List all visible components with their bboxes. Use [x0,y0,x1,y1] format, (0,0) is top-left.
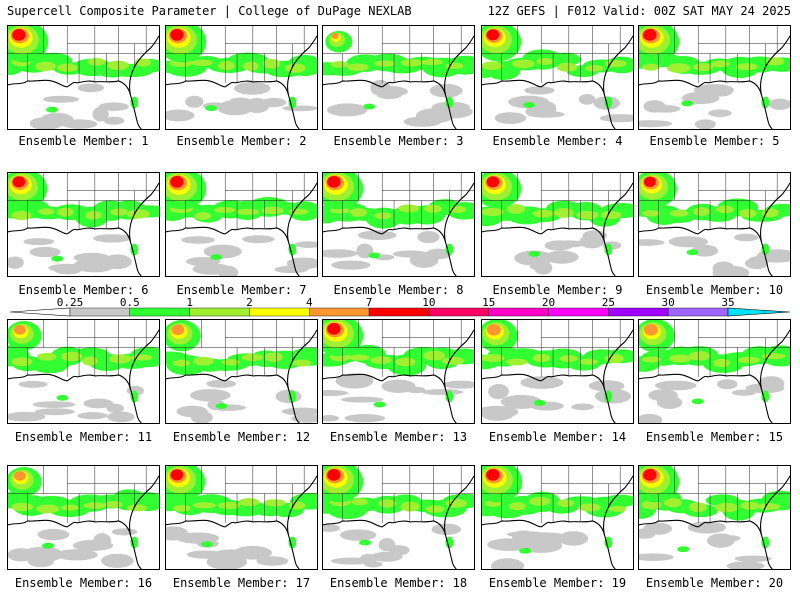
colorbar-tick-label: 1 [186,296,193,309]
colorbar-tick-label: 0.5 [120,296,140,309]
scp-field [323,320,474,423]
ensemble-member-map [7,25,160,130]
ensemble-member-label: Ensemble Member: 20 [645,576,784,590]
ensemble-member-label: Ensemble Member: 17 [172,576,311,590]
colorbar-tick-label: 2 [246,296,253,309]
ensemble-member-map [322,465,475,570]
ensemble-member-label: Ensemble Member: 2 [176,134,307,148]
ensemble-member-label: Ensemble Member: 5 [649,134,780,148]
scp-field [639,320,790,423]
colorbar-tick-label: 30 [662,296,675,309]
scp-field [323,173,474,276]
colorbar-swatch [309,307,370,317]
ensemble-member-map [7,172,160,277]
scp-field [482,26,633,129]
ensemble-member-map [165,465,318,570]
scp-field [8,173,159,276]
ensemble-member-label: Ensemble Member: 19 [488,576,627,590]
colorbar-legend: 0.25 0.5 1 2 4 7 10 15 20 25 30 35 [9,296,791,320]
scp-field [323,466,474,569]
ensemble-member-label: Ensemble Member: 9 [492,283,623,297]
model-valid-time: 12Z GEFS | F012 Valid: 00Z SAT MAY 24 20… [487,4,791,18]
scp-field [323,26,474,129]
colorbar-tick-label: 15 [482,296,495,309]
colorbar-swatch [189,307,250,317]
ensemble-member-map [638,465,791,570]
colorbar-tick-label: 7 [366,296,373,309]
scp-field [166,466,317,569]
ensemble-member-map [638,172,791,277]
ensemble-member-map [481,319,634,424]
scp-field [166,173,317,276]
colorbar-swatch [249,307,310,317]
colorbar-swatch [488,307,549,317]
scp-field [8,26,159,129]
ensemble-member-map [638,25,791,130]
ensemble-member-label: Ensemble Member: 14 [488,430,627,444]
ensemble-member-map [7,465,160,570]
ensemble-member-label: Ensemble Member: 16 [14,576,153,590]
colorbar-tick-label: 25 [602,296,615,309]
map-title: Supercell Composite Parameter | College … [7,4,412,18]
colorbar-swatch [608,307,669,317]
scp-field [166,26,317,129]
ensemble-member-map [481,465,634,570]
ensemble-member-label: Ensemble Member: 15 [645,430,784,444]
ensemble-member-map [165,319,318,424]
colorbar-swatch [667,307,729,317]
colorbar-tick-label: 0.25 [57,296,84,309]
colorbar-tick-label: 10 [422,296,435,309]
scp-field [8,466,159,569]
ensemble-member-label: Ensemble Member: 10 [645,283,784,297]
colorbar-swatch [368,307,430,317]
ensemble-member-label: Ensemble Member: 13 [329,430,468,444]
ensemble-member-label: Ensemble Member: 18 [329,576,468,590]
colorbar-swatch [69,307,131,317]
scp-field [482,466,633,569]
ensemble-member-map [322,319,475,424]
ensemble-member-map [481,25,634,130]
ensemble-member-label: Ensemble Member: 8 [333,283,464,297]
ensemble-member-map [322,25,475,130]
scp-field [482,173,633,276]
ensemble-member-map [7,319,160,424]
ensemble-member-label: Ensemble Member: 1 [18,134,149,148]
ensemble-member-map [481,172,634,277]
ensemble-member-label: Ensemble Member: 7 [176,283,307,297]
colorbar-swatch [129,307,190,317]
ensemble-member-map [322,172,475,277]
scp-field [8,320,159,423]
ensemble-member-map [638,319,791,424]
colorbar-arrow-high [727,307,791,317]
colorbar-tick-label: 20 [542,296,555,309]
colorbar-svg: 0.25 0.5 1 2 4 7 10 15 20 25 30 35 [9,296,791,317]
scp-field [482,320,633,423]
ensemble-member-label: Ensemble Member: 3 [333,134,464,148]
colorbar-arrow-low [9,307,71,317]
colorbar-swatch [548,307,609,317]
scp-field [639,26,790,129]
ensemble-member-label: Ensemble Member: 12 [172,430,311,444]
ensemble-member-label: Ensemble Member: 6 [18,283,149,297]
scp-field [639,466,790,569]
scp-field [166,320,317,423]
colorbar-swatch [428,307,489,317]
colorbar-tick-label: 4 [306,296,313,309]
ensemble-member-label: Ensemble Member: 11 [14,430,153,444]
ensemble-member-map [165,172,318,277]
ensemble-member-label: Ensemble Member: 4 [492,134,623,148]
colorbar-tick-label: 35 [721,296,734,309]
scp-field [639,173,790,276]
ensemble-member-map [165,25,318,130]
